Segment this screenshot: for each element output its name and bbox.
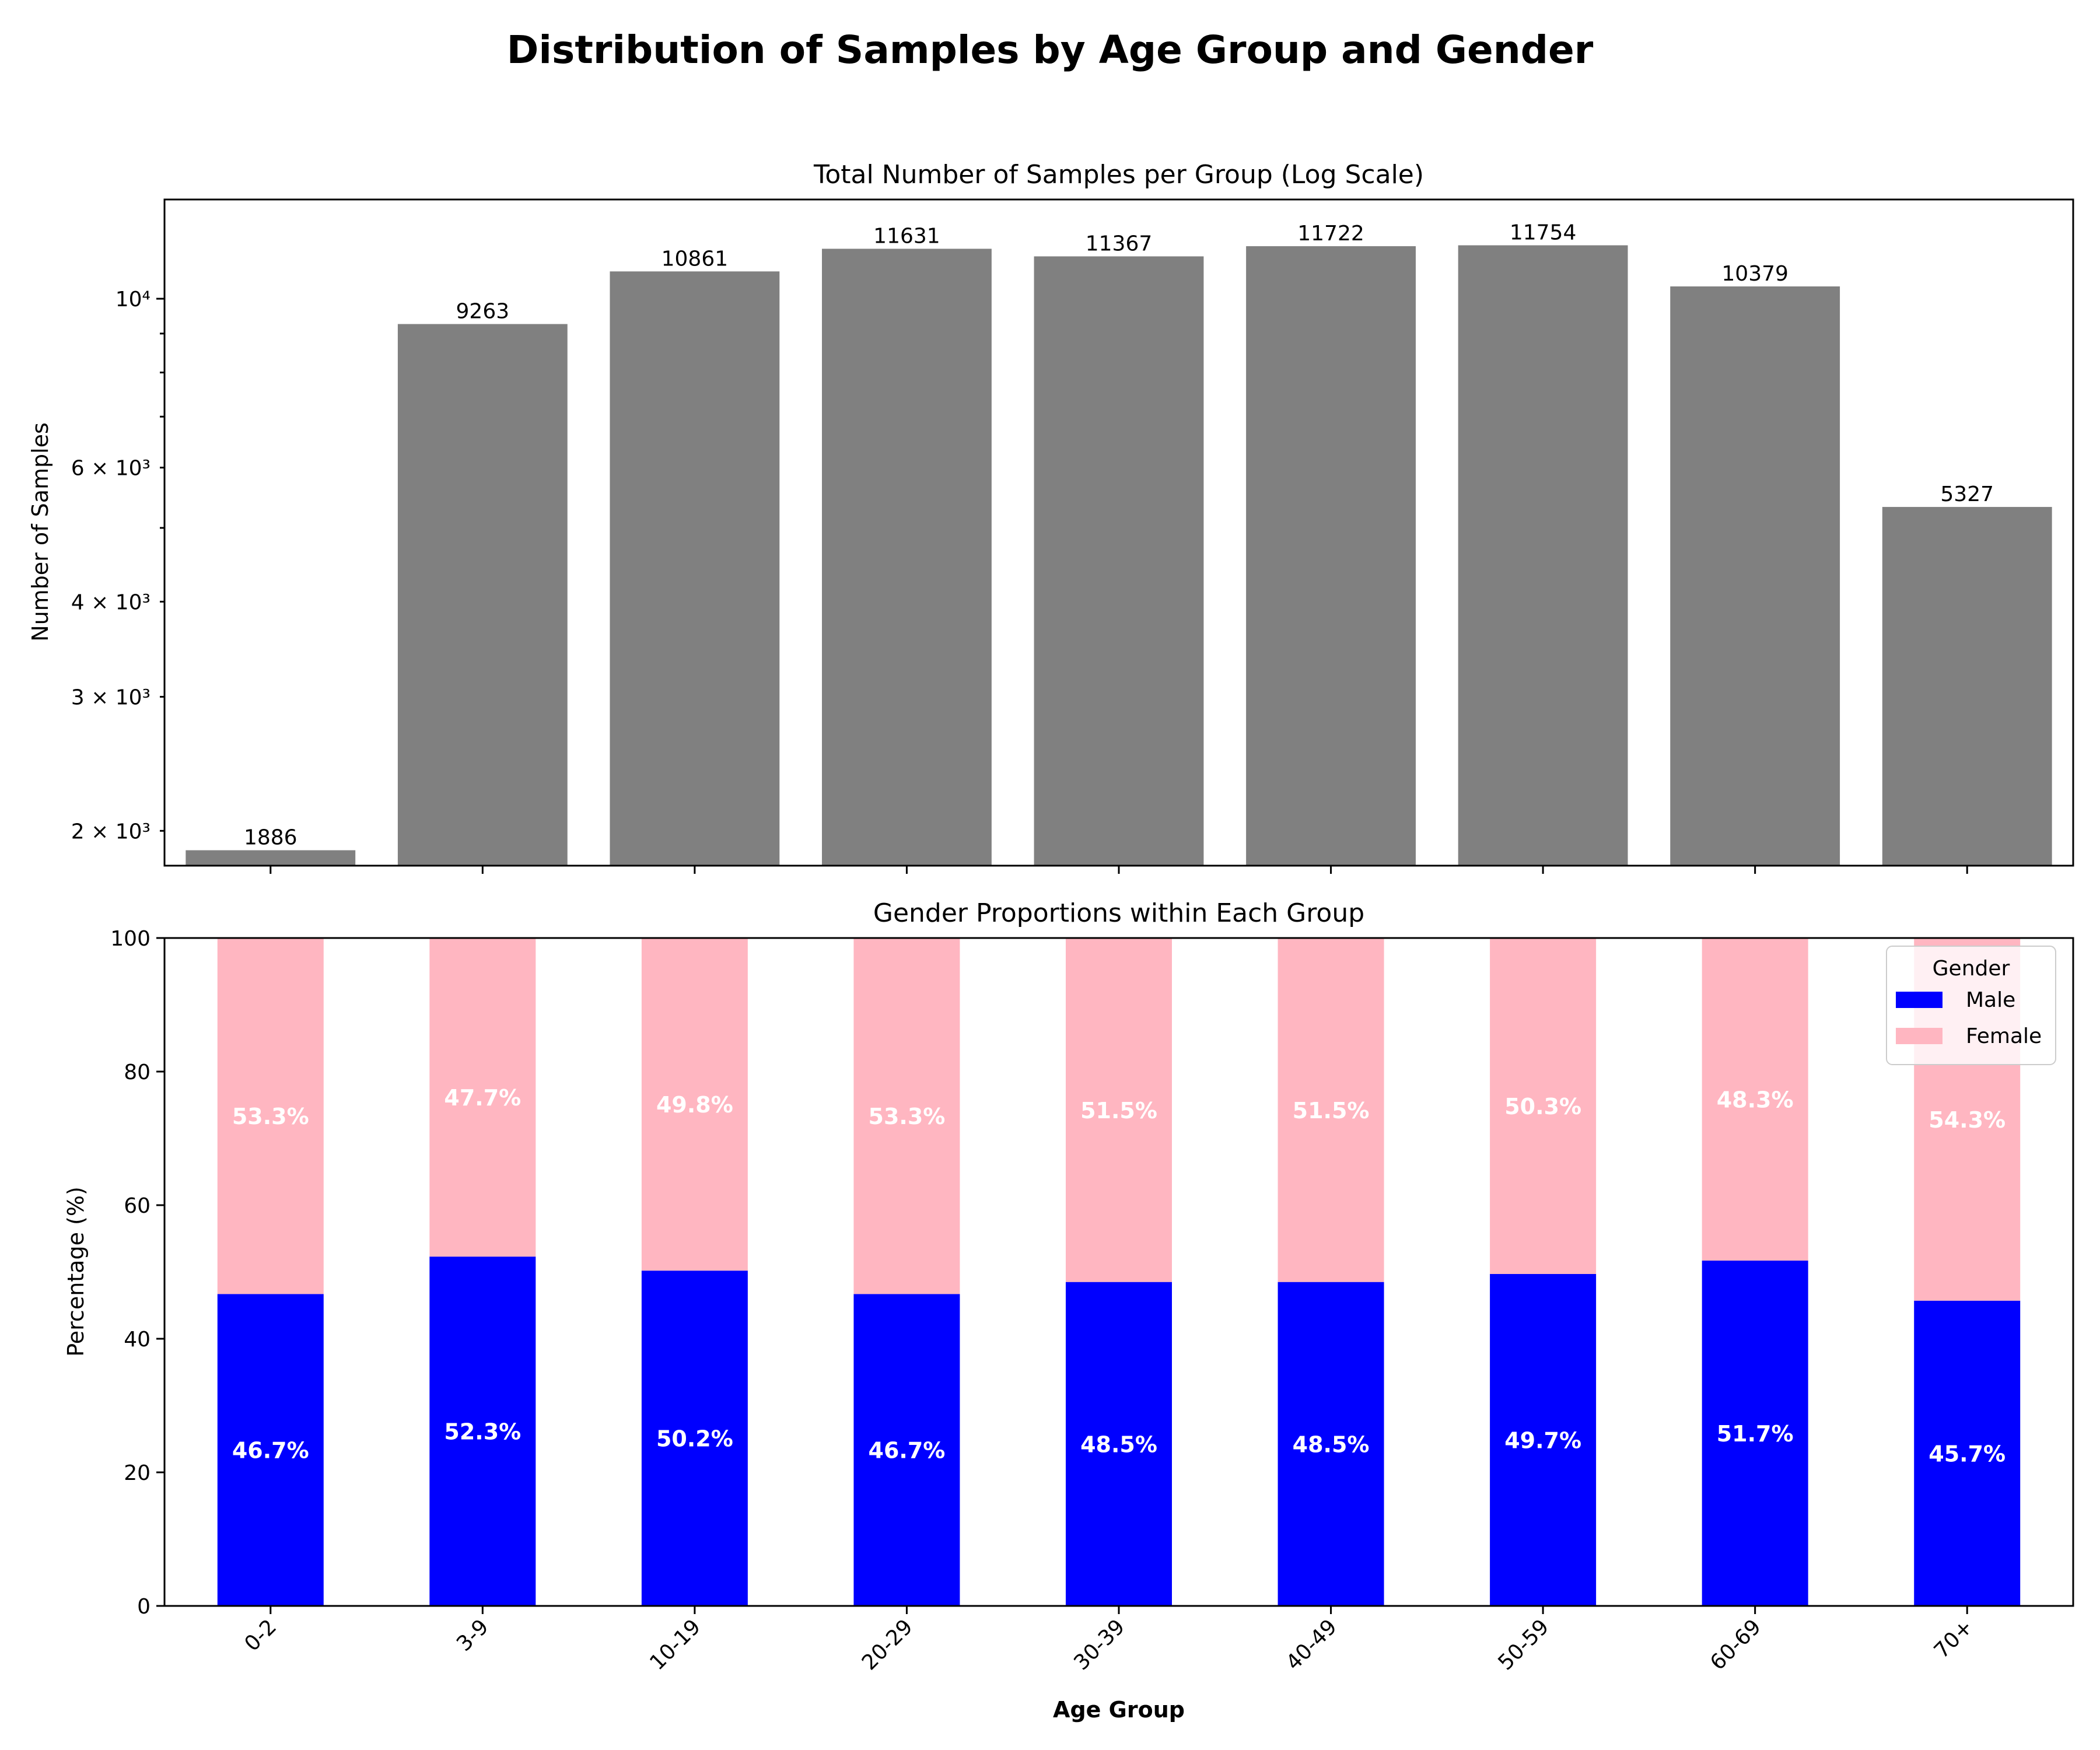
male-percent-label: 50.2% — [656, 1426, 733, 1452]
total-bar-40-49 — [1246, 246, 1416, 866]
male-bar-20-29 — [853, 1294, 960, 1606]
bottom-x-axis-label: Age Group — [1053, 1697, 1185, 1723]
total-bar-10-19 — [610, 271, 780, 866]
male-percent-label: 52.3% — [444, 1419, 521, 1445]
total-bar-3-9 — [397, 324, 568, 866]
total-bar-value-label: 10379 — [1721, 262, 1788, 286]
top-y-tick-label: 10⁴ — [116, 288, 150, 312]
bottom-y-tick-label: 80 — [124, 1060, 150, 1084]
female-percent-label: 47.7% — [444, 1085, 521, 1111]
legend-title: Gender — [1933, 957, 2010, 981]
top-axes: Total Number of Samples per Group (Log S… — [27, 160, 2074, 874]
total-bar-value-label: 11367 — [1086, 232, 1153, 256]
female-bar-30-39 — [1066, 938, 1172, 1282]
male-bar-10-19 — [641, 1270, 748, 1606]
bottom-y-tick-label: 60 — [124, 1194, 150, 1218]
female-percent-label: 48.3% — [1717, 1087, 1794, 1113]
male-percent-label: 48.5% — [1293, 1432, 1370, 1457]
bottom-y-tick-label: 20 — [124, 1461, 150, 1485]
total-bar-60-69 — [1670, 286, 1840, 866]
female-percent-label: 53.3% — [232, 1104, 309, 1129]
male-bar-50-59 — [1490, 1273, 1597, 1606]
total-bar-0-2 — [186, 850, 356, 866]
bottom-y-tick-label: 100 — [110, 927, 150, 951]
top-y-tick-label: 2 × 10³ — [71, 820, 150, 844]
bottom-bars: 46.7% 53.3% 52.3% 47.7% 50.2% 49.8% 46.7% 53.3%… — [217, 938, 2021, 1606]
top-y-tick-label: 6 × 10³ — [71, 457, 150, 481]
total-bar-50-59 — [1458, 245, 1628, 866]
total-bar-value-label: 11631 — [873, 224, 940, 248]
bottom-y-tick-label: 40 — [124, 1328, 150, 1352]
bottom-axes: Gender Proportions within Each Group Per… — [63, 898, 2074, 1723]
bottom-axes-frame — [163, 937, 2074, 1607]
female-bar-3-9 — [429, 938, 536, 1257]
total-bar-value-label: 10861 — [662, 247, 729, 271]
female-percent-label: 50.3% — [1504, 1094, 1581, 1119]
legend-male-label: Male — [1966, 988, 2015, 1012]
bottom-y-tick-label: 0 — [137, 1595, 150, 1619]
male-bar-30-39 — [1066, 1282, 1172, 1606]
male-bar-3-9 — [429, 1256, 536, 1606]
top-x-ticks — [270, 866, 1968, 874]
female-bar-10-19 — [641, 938, 748, 1271]
top-y-tick-label: 3 × 10³ — [71, 685, 150, 709]
male-percent-label: 46.7% — [232, 1438, 309, 1464]
bottom-y-ticks: 0 20 40 60 80 100 — [110, 927, 164, 1619]
total-bar-20-29 — [822, 249, 992, 866]
legend-male-swatch — [1896, 992, 1943, 1008]
bottom-y-axis-label: Percentage (%) — [63, 1186, 89, 1357]
legend: Gender Male Female — [1886, 946, 2056, 1065]
female-percent-label: 49.8% — [656, 1092, 733, 1118]
legend-female-label: Female — [1966, 1024, 2042, 1048]
total-bar-value-label: 11722 — [1297, 222, 1364, 246]
bottom-axes-title: Gender Proportions within Each Group — [873, 898, 1364, 928]
female-bar-50-59 — [1490, 938, 1597, 1274]
female-percent-label: 51.5% — [1293, 1098, 1370, 1124]
male-bar-40-49 — [1278, 1282, 1384, 1606]
top-axes-title: Total Number of Samples per Group (Log S… — [813, 160, 1424, 190]
female-bar-40-49 — [1278, 938, 1384, 1282]
legend-female-swatch — [1896, 1028, 1943, 1044]
male-percent-label: 45.7% — [1929, 1441, 2006, 1466]
female-bar-60-69 — [1702, 938, 1808, 1261]
male-bar-60-69 — [1702, 1261, 1808, 1606]
top-y-axis-label: Number of Samples — [27, 422, 53, 642]
top-y-tick-label: 4 × 10³ — [71, 590, 150, 614]
male-percent-label: 48.5% — [1080, 1432, 1157, 1457]
top-axes-frame — [163, 198, 2074, 867]
total-bar-value-label: 5327 — [1940, 482, 1994, 506]
male-percent-label: 46.7% — [869, 1438, 946, 1464]
male-percent-label: 49.7% — [1504, 1427, 1581, 1453]
female-bar-20-29 — [853, 938, 960, 1294]
top-bars: 1886 9263 10861 11631 11367 11722 11754 10379 53… — [186, 220, 2052, 866]
total-bar-value-label: 11754 — [1510, 220, 1577, 244]
female-bar-0-2 — [217, 938, 324, 1294]
male-bar-0-2 — [217, 1294, 324, 1606]
female-percent-label: 53.3% — [869, 1104, 946, 1129]
figure-title: Distribution of Samples by Age Group and… — [507, 27, 1594, 72]
total-bar-value-label: 9263 — [456, 299, 510, 323]
top-y-ticks: 2 × 10³ 3 × 10³ 4 × 10³ 6 × 10³ 10⁴ — [71, 288, 164, 844]
total-bar-value-label: 1886 — [244, 826, 298, 850]
male-percent-label: 51.7% — [1717, 1421, 1794, 1447]
female-percent-label: 54.3% — [1929, 1107, 2006, 1133]
male-bar-70+ — [1914, 1300, 2021, 1606]
total-bar-30-39 — [1034, 256, 1204, 866]
total-bar-70+ — [1882, 507, 2052, 866]
female-percent-label: 51.5% — [1080, 1098, 1157, 1124]
